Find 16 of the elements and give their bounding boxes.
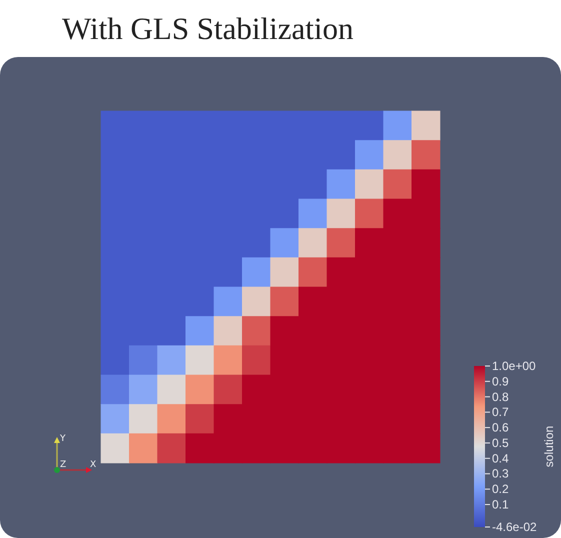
color-bar-label: 0.3 — [492, 466, 510, 481]
color-bar-label: 0.1 — [492, 498, 510, 512]
color-bar-label: 0.7 — [492, 405, 510, 420]
color-bar-label: 0.2 — [492, 482, 510, 496]
color-bar-label: 0.5 — [492, 436, 510, 450]
color-bar-label: 0.8 — [492, 390, 510, 404]
text: Y — [60, 434, 66, 444]
color-bar-label: 1.0e+00 — [492, 359, 536, 373]
color-bar-label: 0.6 — [492, 420, 510, 435]
text: X — [90, 460, 96, 470]
color-bar-label: 0.4 — [492, 451, 510, 466]
text: Z — [60, 460, 66, 470]
color-bar-label: 0.9 — [492, 374, 510, 388]
color-bar-label: -4.6e-02 — [492, 520, 538, 534]
color-bar-title: solution — [542, 426, 556, 468]
chart-title: With GLS Stabilization — [62, 11, 354, 46]
